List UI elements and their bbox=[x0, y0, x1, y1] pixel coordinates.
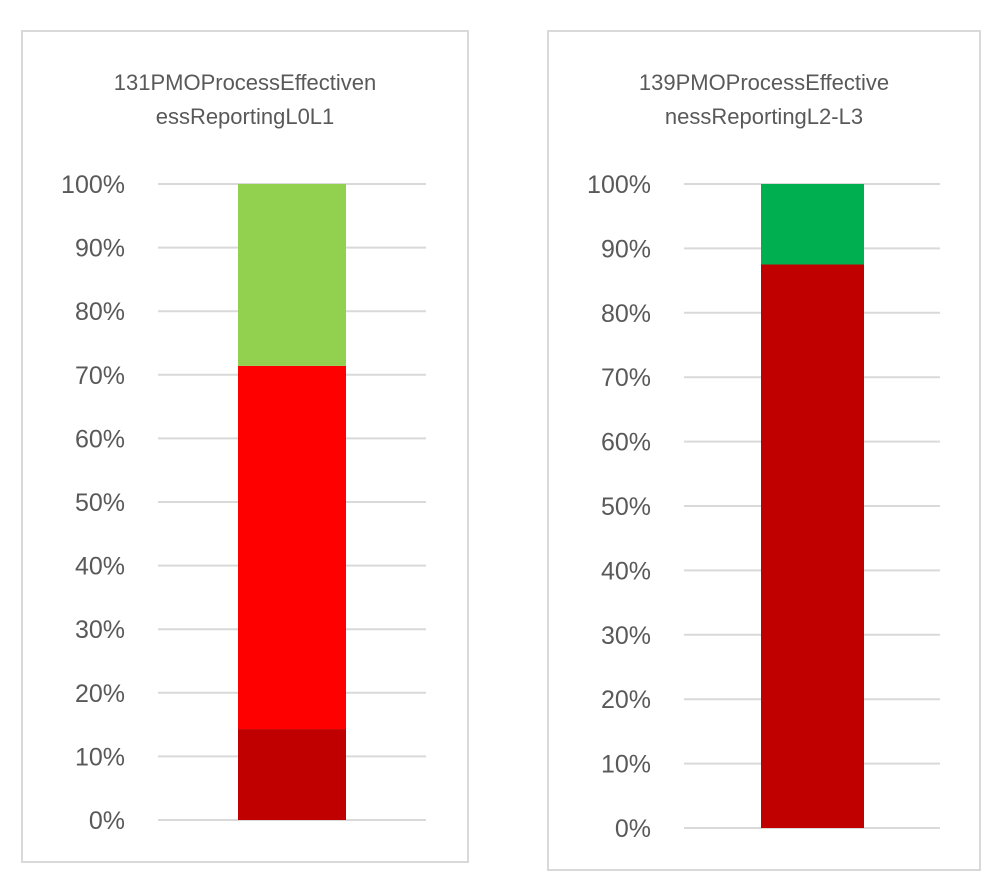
y-tick-label: 0% bbox=[615, 815, 651, 843]
bar-segment-2 bbox=[761, 184, 864, 265]
bar-segment-1 bbox=[761, 264, 864, 828]
chart-title-line-1: 131PMOProcessEffectiven bbox=[113, 70, 377, 95]
chart-panel-left: 131PMOProcessEffectiven essReportingL0L1… bbox=[21, 30, 469, 863]
y-tick-label: 100% bbox=[587, 171, 651, 199]
chart-title: 139PMOProcessEffective nessReportingL2-L… bbox=[549, 66, 979, 134]
y-tick-label: 70% bbox=[75, 362, 125, 390]
y-tick-label: 60% bbox=[601, 429, 651, 457]
bar-segment-2 bbox=[238, 365, 346, 730]
y-tick-label: 70% bbox=[601, 364, 651, 392]
y-tick-label: 10% bbox=[601, 751, 651, 779]
y-tick-label: 90% bbox=[601, 235, 651, 263]
bar-segment-1 bbox=[238, 729, 346, 820]
y-tick-label: 10% bbox=[75, 743, 125, 771]
chart-title-line-2: essReportingL0L1 bbox=[155, 104, 335, 129]
y-tick-label: 40% bbox=[75, 553, 125, 581]
chart-title: 131PMOProcessEffectiven essReportingL0L1 bbox=[23, 66, 467, 134]
y-tick-label: 60% bbox=[75, 425, 125, 453]
chart-plot-area: 0% 10% 20% 30% 40% 50% 60% 70% 80% 90% 100% bbox=[61, 171, 426, 835]
chart-title-line-2: nessReportingL2-L3 bbox=[664, 104, 864, 129]
y-tick-label: 20% bbox=[601, 686, 651, 714]
y-tick-label: 30% bbox=[601, 622, 651, 650]
y-tick-label: 80% bbox=[601, 300, 651, 328]
y-tick-label: 20% bbox=[75, 680, 125, 708]
bar-segment-3 bbox=[238, 184, 346, 366]
y-tick-label: 100% bbox=[61, 171, 125, 199]
y-tick-label: 30% bbox=[75, 616, 125, 644]
y-tick-label: 50% bbox=[75, 489, 125, 517]
y-tick-label: 50% bbox=[601, 493, 651, 521]
chart-title-line-1: 139PMOProcessEffective bbox=[638, 70, 890, 95]
chart-plot-area: 0% 10% 20% 30% 40% 50% 60% 70% 80% 90% 100% bbox=[587, 171, 940, 843]
chart-panel-right: 139PMOProcessEffective nessReportingL2-L… bbox=[547, 30, 981, 871]
y-tick-label: 90% bbox=[75, 235, 125, 263]
y-tick-label: 40% bbox=[601, 557, 651, 585]
y-tick-label: 0% bbox=[89, 807, 125, 835]
y-tick-label: 80% bbox=[75, 298, 125, 326]
